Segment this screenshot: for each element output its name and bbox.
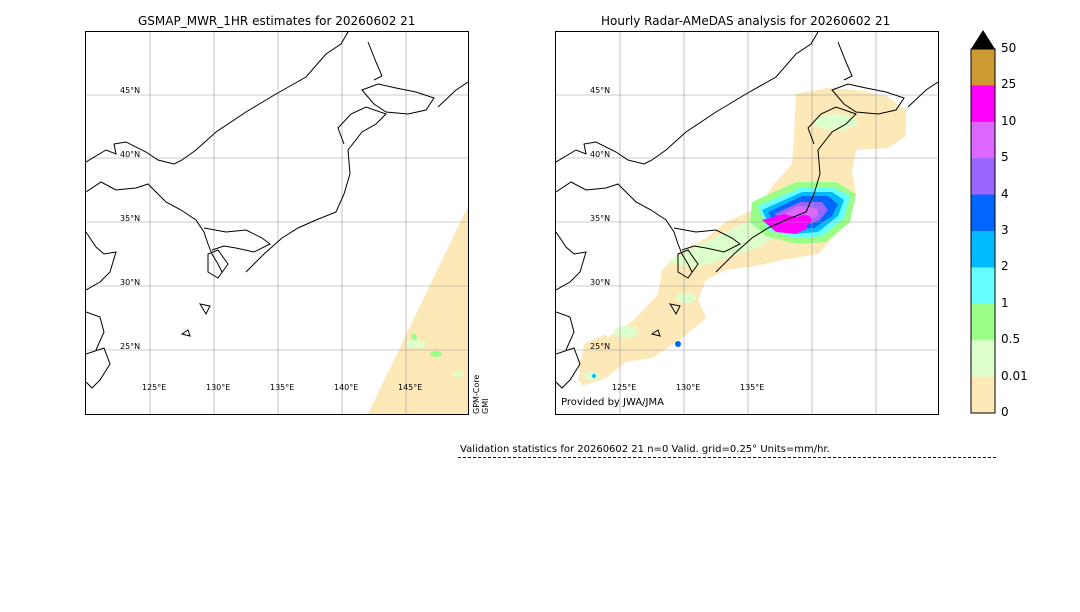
colorbar-canvas [970,30,996,414]
right-map-canvas: 45°N 40°N 35°N 30°N 25°N 125°E 130°E 135… [556,32,938,414]
left-lon-label: 125°E [142,383,166,392]
colorbar-tick-label: 5 [1001,150,1009,165]
right-panel-title: Hourly Radar-AMeDAS analysis for 2026060… [601,14,891,28]
right-map: 45°N 40°N 35°N 30°N 25°N 125°E 130°E 135… [555,31,939,415]
right-lat-labels: 45°N 40°N 35°N 30°N 25°N [590,86,610,351]
left-lat-label: 45°N [120,86,140,95]
right-lon-label: 135°E [740,383,764,392]
colorbar-segment [971,231,995,268]
left-swath-area [368,206,468,414]
satellite-label-line1: GPM-Core [472,374,481,414]
left-lon-label: 130°E [206,383,230,392]
colorbar-segment [971,85,995,123]
right-lat-label: 45°N [590,86,610,95]
left-rain-cell [453,371,463,377]
colorbar-segment [971,376,995,414]
left-map-canvas: 45°N 40°N 35°N 30°N 25°N 125°E 130°E 135… [86,32,468,414]
colorbar-tick-label: 4 [1001,186,1009,201]
colorbar-tick-label: 1 [1001,295,1009,310]
colorbar-tick-label: 50 [1001,41,1017,55]
colorbar-segments [971,49,995,414]
left-lat-label: 25°N [120,342,140,351]
colorbar-tick-label: 25 [1001,77,1017,92]
right-lon-labels: 125°E 130°E 135°E [612,383,764,392]
left-rain-cell [406,340,426,348]
colorbar-segment [971,158,995,196]
left-lon-label: 140°E [334,383,358,392]
validation-stats-underline [458,457,996,458]
colorbar-tick-label: 0.5 [1001,332,1021,347]
right-lon-label: 125°E [612,383,636,392]
right-lat-label: 30°N [590,278,610,287]
colorbar-segment [971,121,995,159]
satellite-label-line2: GMI [481,398,490,414]
right-lat-label: 25°N [590,342,610,351]
data-credit: Provided by JWA/JMA [561,397,664,408]
colorbar-tick-label: 10 [1001,113,1017,128]
colorbar-segment [971,267,995,305]
left-lon-labels: 125°E 130°E 135°E 140°E 145°E [142,383,422,392]
colorbar-segment [971,49,995,86]
right-coastlines [556,32,938,389]
right-lon-label: 130°E [676,383,700,392]
colorbar-tick-label: 2 [1001,259,1009,274]
colorbar-segment [971,340,995,378]
colorbar [970,30,996,414]
left-lat-labels: 45°N 40°N 35°N 30°N 25°N [120,86,140,351]
left-map: 45°N 40°N 35°N 30°N 25°N 125°E 130°E 135… [85,31,469,415]
left-lon-label: 145°E [398,383,422,392]
colorbar-segment [971,303,995,341]
validation-stats: Validation statistics for 20260602 21 n=… [460,444,830,455]
left-panel-title: GSMAP_MWR_1HR estimates for 20260602 21 [138,14,416,28]
right-gridlines [556,32,938,414]
left-lat-label: 35°N [120,214,140,223]
colorbar-outline [970,48,996,414]
left-rain-cell [411,334,417,340]
left-lon-label: 135°E [270,383,294,392]
left-lat-label: 30°N [120,278,140,287]
left-gridlines [86,32,468,414]
right-lat-label: 40°N [590,150,610,159]
left-rain-cell [430,351,442,357]
right-lat-label: 35°N [590,214,610,223]
colorbar-segment [971,194,995,232]
left-coastlines [86,32,468,389]
left-lat-label: 40°N [120,150,140,159]
colorbar-tick-label: 0 [1001,405,1009,419]
colorbar-tick-label: 0.01 [1001,368,1028,383]
colorbar-extend-arrow [971,30,995,49]
colorbar-tick-label: 3 [1001,223,1009,237]
satellite-label: GPM-Core GMI [472,375,490,414]
